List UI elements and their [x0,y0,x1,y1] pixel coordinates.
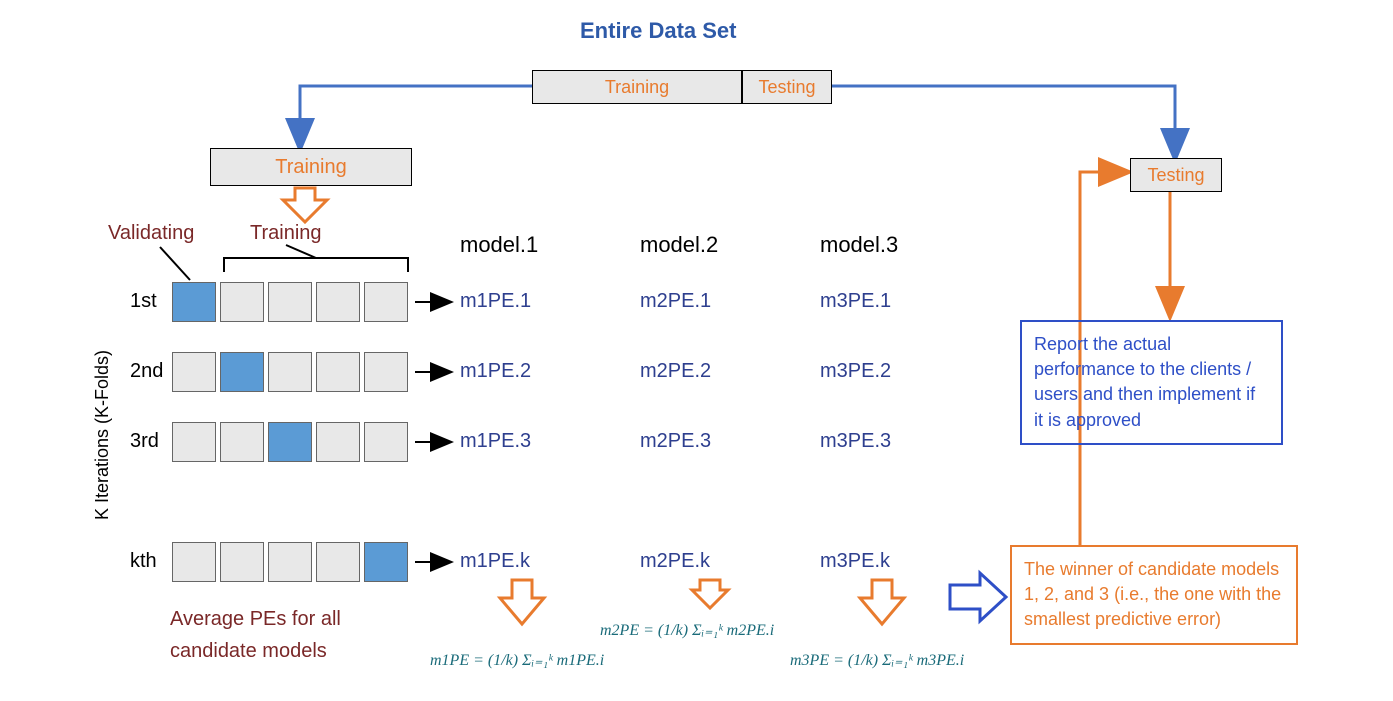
fold-cell-training [172,352,216,392]
avg-label-1: Average PEs for all [170,608,341,631]
fold-row [172,422,408,462]
fold-cell-training [220,422,264,462]
fold-cell-training [220,282,264,322]
model-header-1: model.1 [460,232,538,258]
fold-cell-training [316,422,360,462]
pe-cell: m3PE.k [820,550,890,573]
top-testing-box: Testing [742,70,832,104]
avg-label-2: candidate models [170,640,327,663]
fold-row [172,542,408,582]
validating-label: Validating [108,222,194,245]
report-box: Report the actual performance to the cli… [1020,320,1283,445]
pe-cell: m2PE.1 [640,290,711,313]
fold-cell-training [364,422,408,462]
fold-cell-training [268,282,312,322]
fold-cell-training [364,352,408,392]
formula-m1: m1PE = (1/k) Σᵢ₌₁ᵏ m1PE.i [430,650,604,670]
fold-row [172,352,408,392]
training-label: Training [250,222,322,245]
fold-cell-training [364,282,408,322]
fold-cell-training [316,542,360,582]
fold-row [172,282,408,322]
pe-cell: m3PE.2 [820,360,891,383]
pe-cell: m1PE.2 [460,360,531,383]
pe-cell: m2PE.2 [640,360,711,383]
y-axis-label: K Iterations (K-Folds) [92,350,113,520]
winner-box: The winner of candidate models 1, 2, and… [1010,545,1298,645]
pe-cell: m3PE.3 [820,430,891,453]
pe-cell: m1PE.k [460,550,530,573]
pe-cell: m1PE.3 [460,430,531,453]
page-title: Entire Data Set [580,18,737,44]
formula-m2: m2PE = (1/k) Σᵢ₌₁ᵏ m2PE.i [600,620,774,640]
fold-cell-training [316,352,360,392]
fold-cell-training [220,542,264,582]
fold-cell-training [316,282,360,322]
left-training-box: Training [210,148,412,186]
top-training-box: Training [532,70,742,104]
model-header-2: model.2 [640,232,718,258]
formula-m3: m3PE = (1/k) Σᵢ₌₁ᵏ m3PE.i [790,650,964,670]
right-testing-box: Testing [1130,158,1222,192]
fold-cell-training [172,422,216,462]
fold-cell-training [172,542,216,582]
pe-cell: m1PE.1 [460,290,531,313]
iteration-label: 3rd [130,430,159,453]
iteration-label: kth [130,550,157,573]
fold-cell-training [268,352,312,392]
iteration-label: 1st [130,290,157,313]
fold-cell-validating [172,282,216,322]
model-header-3: model.3 [820,232,898,258]
pe-cell: m3PE.1 [820,290,891,313]
fold-cell-training [268,542,312,582]
fold-cell-validating [364,542,408,582]
fold-cell-validating [220,352,264,392]
pe-cell: m2PE.3 [640,430,711,453]
pe-cell: m2PE.k [640,550,710,573]
fold-cell-validating [268,422,312,462]
iteration-label: 2nd [130,360,163,383]
